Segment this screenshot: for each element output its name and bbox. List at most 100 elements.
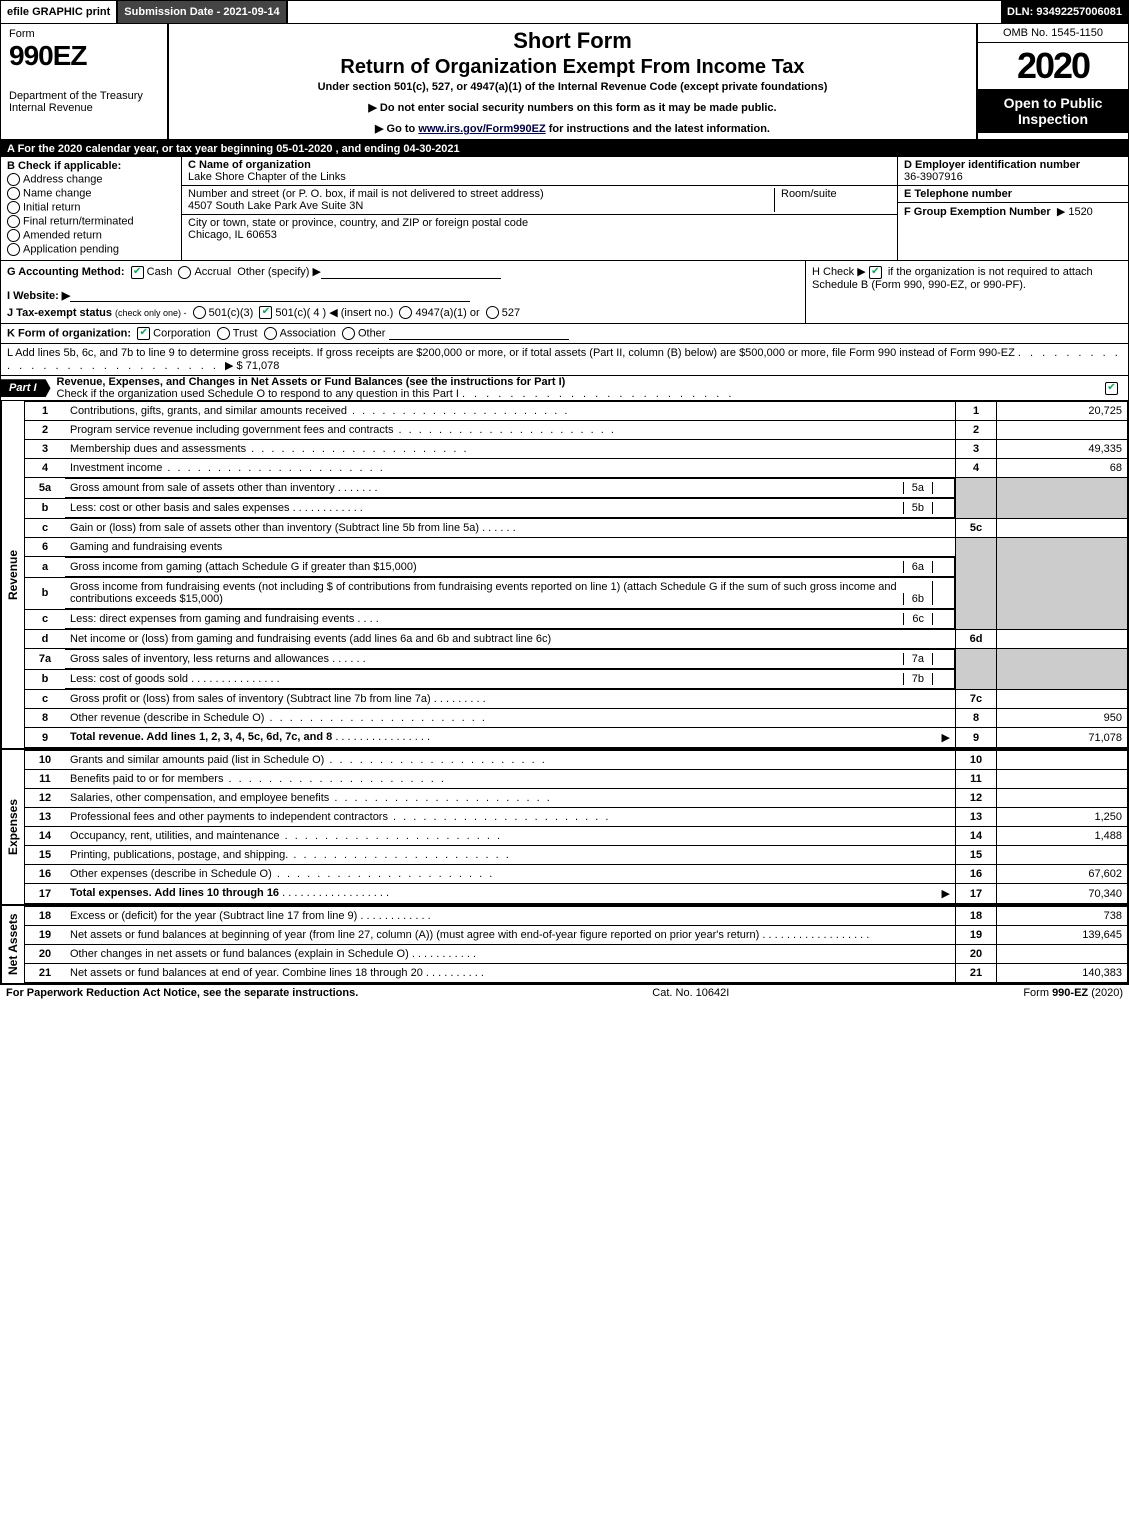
g-label: G Accounting Method:	[7, 266, 125, 278]
other-org-field[interactable]	[389, 339, 569, 340]
chk-pending[interactable]: Application pending	[7, 243, 175, 256]
line-12: 12Salaries, other compensation, and empl…	[25, 789, 1128, 808]
efile-label: efile GRAPHIC print	[1, 1, 118, 23]
row-g: G Accounting Method: Cash Accrual Other …	[1, 261, 805, 323]
header-right: OMB No. 1545-1150 2020 Open to Public In…	[976, 24, 1128, 139]
line-20: 20Other changes in net assets or fund ba…	[25, 945, 1128, 964]
footer-left: For Paperwork Reduction Act Notice, see …	[6, 987, 358, 999]
netassets-section: Net Assets 18Excess or (deficit) for the…	[1, 906, 1128, 984]
grp-row: F Group Exemption Number ▶ 1520	[898, 203, 1128, 220]
i-label: I Website: ▶	[7, 290, 70, 302]
col-c: C Name of organization Lake Shore Chapte…	[182, 157, 897, 260]
line-9: 9Total revenue. Add lines 1, 2, 3, 4, 5c…	[25, 728, 1128, 748]
line-13: 13Professional fees and other payments t…	[25, 808, 1128, 827]
chk-cash[interactable]	[131, 266, 144, 279]
side-expenses: Expenses	[1, 750, 24, 904]
h-text: H Check ▶	[812, 266, 866, 278]
chk-4947[interactable]	[399, 306, 412, 319]
line-2: 2Program service revenue including gover…	[25, 421, 1128, 440]
dln-label: DLN: 93492257006081	[1001, 1, 1128, 23]
chk-amended[interactable]: Amended return	[7, 229, 175, 242]
city-value: Chicago, IL 60653	[188, 229, 891, 241]
chk-other-org[interactable]	[342, 327, 355, 340]
part1-badge: Part I	[1, 379, 51, 397]
ein-row: D Employer identification number 36-3907…	[898, 157, 1128, 186]
l-text: L Add lines 5b, 6c, and 7b to line 9 to …	[7, 347, 1015, 359]
line-6d: dNet income or (loss) from gaming and fu…	[25, 630, 1128, 649]
chk-accrual[interactable]	[178, 266, 191, 279]
line-7a: 7aGross sales of inventory, less returns…	[25, 649, 1128, 670]
section-bcd: B Check if applicable: Address change Na…	[1, 157, 1128, 261]
form-number: 990EZ	[9, 40, 159, 72]
form-container: Form 990EZ Department of the Treasury In…	[0, 24, 1129, 985]
line-3: 3Membership dues and assessments349,335	[25, 440, 1128, 459]
line-19: 19Net assets or fund balances at beginni…	[25, 926, 1128, 945]
footer: For Paperwork Reduction Act Notice, see …	[0, 985, 1129, 1001]
row-gh: G Accounting Method: Cash Accrual Other …	[1, 261, 1128, 324]
line-21: 21Net assets or fund balances at end of …	[25, 964, 1128, 983]
part1-title: Revenue, Expenses, and Changes in Net As…	[57, 376, 566, 388]
chk-initial[interactable]: Initial return	[7, 201, 175, 214]
chk-501c3[interactable]	[193, 306, 206, 319]
row-k: K Form of organization: Corporation Trus…	[1, 324, 1128, 344]
k-label: K Form of organization:	[7, 328, 131, 340]
chk-schedule-o[interactable]	[1105, 382, 1118, 395]
revenue-table: 1Contributions, gifts, grants, and simil…	[24, 401, 1128, 748]
ein-value: 36-3907916	[904, 171, 963, 183]
l-arrow: ▶ $ 71,078	[225, 360, 279, 372]
header-center: Short Form Return of Organization Exempt…	[169, 24, 976, 139]
tel-label: E Telephone number	[904, 188, 1012, 200]
under-section: Under section 501(c), 527, or 4947(a)(1)…	[179, 81, 966, 93]
line-5c: cGain or (loss) from sale of assets othe…	[25, 519, 1128, 538]
open-public: Open to Public Inspection	[978, 89, 1128, 133]
chk-501c[interactable]	[259, 306, 272, 319]
side-netassets: Net Assets	[1, 906, 24, 983]
form-word: Form	[9, 28, 159, 40]
dept-irs: Internal Revenue	[9, 102, 159, 114]
netassets-table: 18Excess or (deficit) for the year (Subt…	[24, 906, 1128, 983]
goto-line: ▶ Go to www.irs.gov/Form990EZ for instru…	[179, 122, 966, 135]
footer-mid: Cat. No. 10642I	[652, 987, 729, 999]
line-7c: cGross profit or (loss) from sales of in…	[25, 690, 1128, 709]
line-4: 4Investment income468	[25, 459, 1128, 478]
org-city-row: City or town, state or province, country…	[182, 215, 897, 243]
chk-scheduleb[interactable]	[869, 266, 882, 279]
room-suite: Room/suite	[774, 188, 891, 212]
chk-name[interactable]: Name change	[7, 187, 175, 200]
other-method-field[interactable]	[321, 278, 501, 279]
chk-final[interactable]: Final return/terminated	[7, 215, 175, 228]
revenue-section: Revenue 1Contributions, gifts, grants, a…	[1, 401, 1128, 750]
omb-number: OMB No. 1545-1150	[978, 24, 1128, 43]
expenses-table: 10Grants and similar amounts paid (list …	[24, 750, 1128, 904]
org-addr-row: Number and street (or P. O. box, if mail…	[182, 186, 897, 215]
irs-link[interactable]: www.irs.gov/Form990EZ	[418, 123, 545, 135]
chk-527[interactable]	[486, 306, 499, 319]
website-field[interactable]	[70, 301, 470, 302]
row-a: A For the 2020 calendar year, or tax yea…	[1, 141, 1128, 157]
chk-assoc[interactable]	[264, 327, 277, 340]
dept-treasury: Department of the Treasury	[9, 90, 159, 102]
side-revenue: Revenue	[1, 401, 24, 748]
chk-corp[interactable]	[137, 327, 150, 340]
addr-label: Number and street (or P. O. box, if mail…	[188, 188, 774, 200]
expenses-section: Expenses 10Grants and similar amounts pa…	[1, 750, 1128, 906]
row-h: H Check ▶ if the organization is not req…	[805, 261, 1128, 323]
grp-label: F Group Exemption Number	[904, 206, 1051, 218]
city-label: City or town, state or province, country…	[188, 217, 891, 229]
part1-check: Check if the organization used Schedule …	[57, 388, 459, 400]
top-bar: efile GRAPHIC print Submission Date - 20…	[0, 0, 1129, 24]
short-form-title: Short Form	[179, 28, 966, 54]
org-name: Lake Shore Chapter of the Links	[188, 171, 891, 183]
chk-address[interactable]: Address change	[7, 173, 175, 186]
chk-trust[interactable]	[217, 327, 230, 340]
part1-header: Part I Revenue, Expenses, and Changes in…	[1, 376, 1128, 401]
col-b: B Check if applicable: Address change Na…	[1, 157, 182, 260]
col-d: D Employer identification number 36-3907…	[897, 157, 1128, 260]
addr-value: 4507 South Lake Park Ave Suite 3N	[188, 200, 774, 212]
form-header: Form 990EZ Department of the Treasury In…	[1, 24, 1128, 141]
col-b-label: B Check if applicable:	[7, 160, 175, 172]
footer-right: Form 990-EZ (2020)	[1023, 987, 1123, 999]
line-8: 8Other revenue (describe in Schedule O)8…	[25, 709, 1128, 728]
header-left: Form 990EZ Department of the Treasury In…	[1, 24, 169, 139]
line-15: 15Printing, publications, postage, and s…	[25, 846, 1128, 865]
